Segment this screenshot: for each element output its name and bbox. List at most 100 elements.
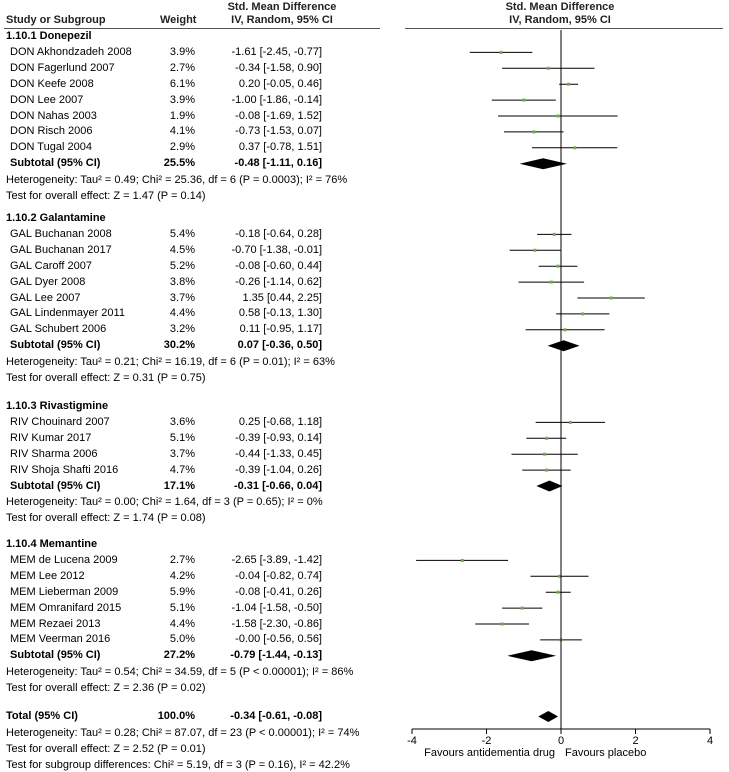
study-name: MEM Omranifard 2015 [10, 601, 122, 614]
study-name: DON Keefe 2008 [10, 77, 94, 90]
footer-line: Test for overall effect: Z = 2.52 (P = 0… [6, 743, 206, 755]
header-plot-line2: IV, Random, 95% CI [509, 14, 611, 26]
study-weight: 4.7% [169, 463, 195, 476]
subtotal-diamond [507, 650, 557, 662]
header-weight: Weight [160, 14, 197, 26]
total-diamond [538, 711, 559, 722]
subtotal-diamond [547, 340, 580, 352]
footer-line: Heterogeneity: Tau² = 0.28; Chi² = 87.07… [6, 727, 360, 739]
study-name: MEM Rezaei 2013 [10, 617, 101, 630]
study-weight: 6.1% [169, 77, 195, 90]
study-weight: 3.7% [169, 447, 195, 460]
study-weight: 5.4% [169, 227, 195, 240]
study-ci: -0.70 [-1.38, -0.01] [231, 243, 323, 256]
study-name: GAL Caroff 2007 [10, 259, 92, 272]
group-title: 1.10.4 Memantine [6, 538, 98, 550]
overall-effect-text: Test for overall effect: Z = 1.47 (P = 0… [6, 190, 206, 202]
subtotal-weight: 25.5% [163, 157, 195, 170]
study-weight: 3.9% [169, 93, 195, 106]
study-name: GAL Schubert 2006 [10, 323, 107, 336]
study-name: MEM Veerman 2016 [10, 633, 111, 646]
study-ci: -1.61 [-2.45, -0.77] [231, 45, 323, 58]
study-weight: 4.4% [169, 307, 195, 320]
study-ci: -1.58 [-2.30, -0.86] [231, 617, 323, 630]
subtotal-label: Subtotal (95% CI) [10, 649, 101, 662]
study-name: GAL Lindenmayer 2011 [10, 307, 125, 320]
heterogeneity-text: Heterogeneity: Tau² = 0.49; Chi² = 25.36… [6, 174, 348, 187]
subtotal-diamond [536, 480, 563, 492]
study-weight: 3.7% [169, 291, 195, 304]
point-estimate [573, 146, 577, 150]
study-name: RIV Kumar 2017 [10, 431, 92, 444]
study-weight: 3.8% [169, 275, 195, 288]
study-weight: 3.6% [169, 415, 195, 428]
point-estimate [533, 248, 537, 252]
point-estimate [520, 606, 524, 610]
point-estimate [460, 558, 464, 562]
study-name: DON Lee 2007 [10, 93, 84, 106]
point-estimate [500, 622, 504, 626]
study-weight: 3.9% [169, 45, 195, 58]
point-estimate [544, 436, 548, 440]
study-ci: -0.08 [-1.69, 1.52] [235, 109, 322, 122]
heterogeneity-text: Heterogeneity: Tau² = 0.21; Chi² = 16.19… [6, 356, 335, 369]
subtotal-weight: 27.2% [163, 649, 195, 662]
study-weight: 4.4% [169, 617, 195, 630]
study-ci: -0.26 [-1.14, 0.62] [235, 275, 322, 288]
study-weight: 1.9% [169, 109, 195, 122]
group-title: 1.10.2 Galantamine [6, 212, 106, 224]
x-tick-label: -2 [482, 735, 492, 747]
overall-effect-text: Test for overall effect: Z = 0.31 (P = 0… [6, 372, 206, 384]
study-ci: -0.39 [-0.93, 0.14] [235, 431, 322, 444]
study-ci: -0.04 [-0.82, 0.74] [235, 569, 322, 582]
study-weight: 5.1% [169, 601, 195, 614]
subtotal-label: Subtotal (95% CI) [10, 157, 101, 170]
x-tick-label: 0 [558, 735, 564, 747]
study-ci: -0.08 [-0.60, 0.44] [235, 259, 322, 272]
point-estimate [543, 452, 547, 456]
study-name: DON Tugal 2004 [10, 141, 92, 154]
study-ci: -0.44 [-1.33, 0.45] [235, 447, 322, 460]
point-estimate [544, 468, 548, 472]
subtotal-ci: -0.48 [-1.11, 0.16] [234, 157, 322, 170]
header-rule-right [405, 28, 723, 29]
subtotal-diamond [519, 158, 567, 170]
x-tick-label: 4 [707, 735, 713, 747]
study-name: RIV Chouinard 2007 [10, 415, 110, 428]
study-ci: -1.00 [-1.86, -0.14] [231, 93, 323, 106]
point-estimate [499, 50, 503, 54]
study-ci: -0.00 [-0.56, 0.56] [235, 633, 322, 646]
study-name: GAL Lee 2007 [10, 291, 81, 304]
subtotal-weight: 30.2% [163, 339, 195, 352]
header-effect-line1: Std. Mean Difference [227, 1, 337, 13]
study-name: MEM de Lucena 2009 [10, 553, 118, 566]
study-ci: 0.20 [-0.05, 0.46] [238, 77, 322, 90]
study-weight: 5.1% [169, 431, 195, 444]
study-ci: 1.35 [0.44, 2.25] [242, 291, 322, 304]
heterogeneity-text: Heterogeneity: Tau² = 0.54; Chi² = 34.59… [6, 666, 354, 679]
study-name: RIV Sharma 2006 [10, 447, 98, 460]
study-name: DON Risch 2006 [10, 125, 93, 138]
study-weight: 3.2% [169, 323, 195, 336]
point-estimate [552, 232, 556, 236]
x-tick-label: -4 [407, 735, 417, 747]
study-weight: 2.7% [169, 61, 195, 74]
group-title: 1.10.1 Donepezil [6, 30, 92, 42]
subtotal-ci: -0.31 [-0.66, 0.04] [233, 479, 322, 492]
study-ci: -0.73 [-1.53, 0.07] [235, 125, 322, 138]
study-name: GAL Buchanan 2017 [10, 243, 112, 256]
favours-right-label: Favours placebo [565, 747, 646, 759]
total-weight: 100.0% [157, 710, 195, 722]
study-name: GAL Dyer 2008 [10, 275, 86, 288]
subtotal-label: Subtotal (95% CI) [10, 479, 101, 492]
study-ci: -0.39 [-1.04, 0.26] [235, 463, 322, 476]
point-estimate [556, 590, 560, 594]
study-ci: 0.25 [-0.68, 1.18] [238, 415, 322, 428]
study-weight: 5.9% [169, 585, 195, 598]
header-rule-left [4, 28, 380, 29]
total-label: Total (95% CI) [6, 710, 78, 722]
point-estimate [549, 280, 553, 284]
heterogeneity-text: Heterogeneity: Tau² = 0.00; Chi² = 1.64,… [6, 496, 323, 509]
subtotal-ci: 0.07 [-0.36, 0.50] [237, 339, 322, 352]
